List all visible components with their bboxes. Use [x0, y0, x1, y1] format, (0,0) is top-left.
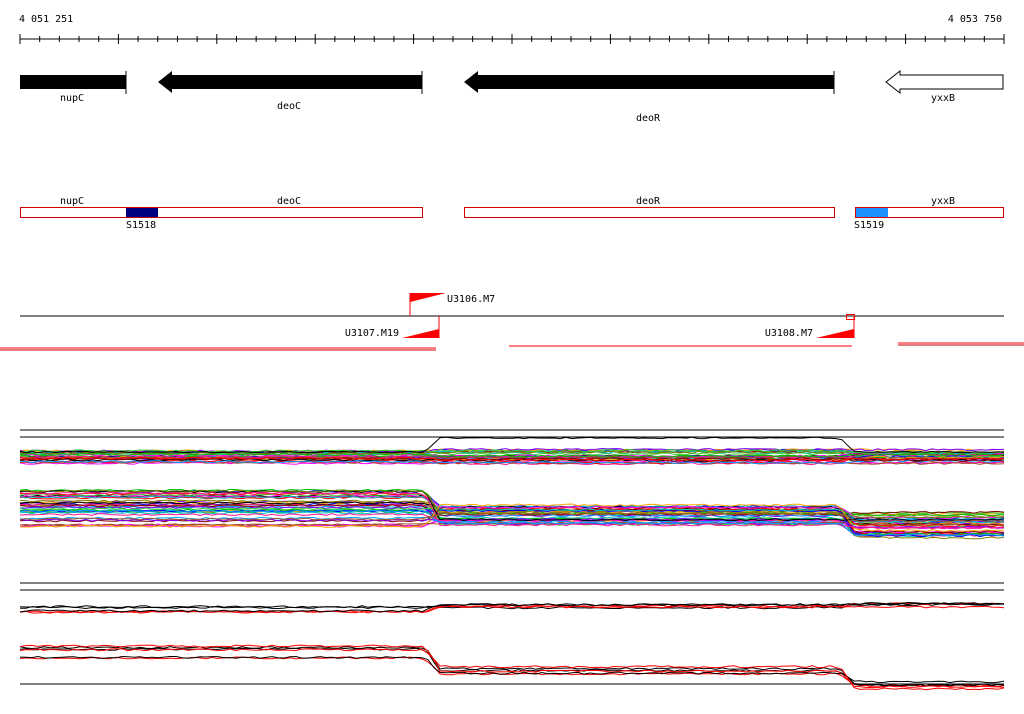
ruler-start-label: 4 051 251	[19, 14, 73, 25]
ruler-end-label: 4 053 750	[948, 14, 1002, 25]
gene-track: nupC deoC deoR yxxB	[20, 69, 1004, 124]
expression-profile-panel	[19, 429, 1005, 540]
feature-label-deoR: deoR	[636, 196, 661, 207]
transcript-label-U3107.M19: U3107.M19	[345, 328, 399, 339]
transcript-U3108.M7[interactable]: U3108.M7	[765, 314, 855, 340]
coordinate-ruler: 4 051 251 4 053 750	[19, 14, 1005, 44]
gene-label-deoR: deoR	[636, 113, 661, 124]
segment-S1519[interactable]	[856, 208, 888, 217]
gene-label-yxxB: yxxB	[931, 93, 955, 104]
ruler-ticks	[19, 34, 1005, 44]
feature-box-yxxB[interactable]	[855, 207, 1004, 218]
feature-label-nupC: nupC	[60, 196, 84, 207]
feature-label-yxxB: yxxB	[931, 196, 955, 207]
tiling-profile-lines	[19, 601, 1005, 691]
coverage-lines	[0, 342, 1024, 351]
segment-label-S1519: S1519	[854, 220, 884, 231]
transcript-label-U3108.M7: U3108.M7	[765, 328, 813, 339]
gene-label-deoC: deoC	[277, 101, 301, 112]
gene-arrow-deoC[interactable]	[158, 71, 422, 93]
transcript-track: U3106.M7 U3107.M19 U3108.M7	[0, 293, 1024, 351]
gene-arrow-deoR[interactable]	[464, 71, 834, 93]
feature-box-nupC-deoC[interactable]	[20, 207, 423, 218]
transcript-U3107.M19[interactable]: U3107.M19	[345, 316, 440, 339]
segment-S1518[interactable]	[126, 208, 158, 217]
gene-label-nupC: nupC	[60, 93, 84, 104]
gene-arrow-nupC[interactable]	[20, 75, 126, 89]
transcript-label-U3106.M7: U3106.M7	[447, 294, 495, 305]
feature-box-deoR[interactable]	[464, 207, 835, 218]
expression-profile-lines	[19, 436, 1005, 540]
feature-label-deoC: deoC	[277, 196, 301, 207]
segment-label-S1518: S1518	[126, 220, 156, 231]
feature-track: nupC deoC deoR yxxB S1518 S1519	[20, 196, 1004, 231]
transcript-U3106.M7[interactable]: U3106.M7	[409, 293, 495, 316]
gene-arrow-yxxB[interactable]	[885, 69, 1004, 95]
tiling-profile-panel	[19, 582, 1005, 691]
